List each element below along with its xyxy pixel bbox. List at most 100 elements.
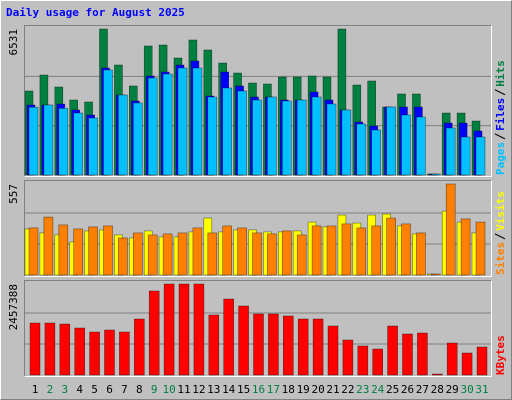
- bar: [430, 173, 441, 176]
- panel-border-light: [24, 180, 492, 277]
- legend-separator: [494, 133, 506, 140]
- bar: [371, 129, 382, 176]
- bar: [28, 227, 39, 276]
- x-tick-label: 16: [252, 383, 265, 396]
- bar: [356, 123, 367, 176]
- bar: [445, 127, 456, 176]
- legend-label: Pages: [494, 142, 507, 175]
- legend-separator: [494, 233, 506, 240]
- bar: [282, 315, 294, 376]
- bar: [43, 104, 54, 176]
- bar: [223, 298, 234, 376]
- bar: [29, 322, 41, 376]
- x-tick-label: 3: [61, 383, 68, 396]
- x-tick-label: 30: [460, 383, 473, 396]
- bar: [475, 221, 486, 276]
- bar: [103, 69, 113, 176]
- bar: [460, 218, 471, 276]
- chart-title: Daily usage for August 2025: [6, 6, 185, 19]
- bar: [401, 114, 411, 176]
- bar: [371, 225, 382, 276]
- bar: [44, 322, 56, 376]
- x-tick-label: 19: [297, 383, 310, 396]
- max-label: 2457388: [7, 284, 20, 330]
- bar: [267, 96, 277, 176]
- x-tick-label: 28: [431, 383, 444, 396]
- bar: [134, 318, 145, 376]
- bar: [402, 333, 413, 376]
- x-tick-label: 22: [341, 383, 354, 396]
- bar: [88, 226, 98, 276]
- x-tick-label: 5: [91, 383, 98, 396]
- x-tick-label: 25: [386, 383, 399, 396]
- x-tick-label: 17: [267, 383, 280, 396]
- x-tick-label: 2: [47, 383, 54, 396]
- bar: [431, 373, 443, 376]
- max-label: 6531: [7, 29, 20, 56]
- bar: [118, 237, 128, 276]
- bar: [192, 67, 203, 176]
- bar: [178, 283, 190, 376]
- legend-label: Visits: [494, 191, 507, 231]
- bar: [133, 232, 143, 276]
- bar: [147, 234, 158, 276]
- bar: [222, 225, 232, 276]
- legend: Sites Visits: [494, 191, 507, 275]
- bar: [341, 109, 352, 176]
- bar: [268, 313, 279, 376]
- bar: [192, 227, 203, 276]
- legend-label: Files: [494, 98, 507, 131]
- x-tick-label: 7: [121, 383, 128, 396]
- bar: [119, 331, 130, 376]
- bar: [327, 325, 339, 376]
- bar: [162, 73, 173, 176]
- x-tick-label: 13: [207, 383, 220, 396]
- x-tick-label: 14: [222, 383, 236, 396]
- bar: [74, 327, 85, 376]
- x-tick-label: 8: [136, 383, 143, 396]
- legend-label: Sites: [494, 242, 507, 275]
- bar: [238, 305, 249, 376]
- bar: [253, 313, 264, 376]
- legend-label: Hits: [494, 60, 507, 87]
- bar: [417, 332, 428, 376]
- bar: [416, 232, 426, 276]
- bar: [88, 117, 98, 176]
- bar: [297, 318, 309, 376]
- bar: [416, 116, 426, 176]
- bar: [237, 227, 247, 276]
- bar: [133, 102, 143, 176]
- bar: [162, 233, 173, 276]
- bar: [73, 112, 83, 176]
- panel-border-dark: [24, 180, 492, 277]
- bar: [461, 352, 473, 376]
- bar: [177, 232, 188, 276]
- bar: [163, 283, 175, 376]
- max-label: 557: [7, 184, 20, 204]
- bar: [73, 228, 83, 276]
- bar: [342, 339, 354, 376]
- legend: KBytes: [494, 335, 507, 375]
- x-tick-label: 11: [177, 383, 190, 396]
- bar: [296, 99, 307, 176]
- x-tick-label: 10: [162, 383, 175, 396]
- bar: [311, 96, 322, 176]
- bar: [177, 67, 188, 176]
- x-tick-label: 18: [282, 383, 295, 396]
- bar: [372, 348, 384, 376]
- bar: [104, 329, 115, 376]
- bar: [401, 223, 411, 276]
- bar: [460, 136, 471, 176]
- bar: [147, 77, 158, 176]
- bar: [446, 342, 458, 376]
- bar: [326, 103, 337, 176]
- bar: [207, 96, 218, 176]
- bar: [118, 94, 128, 176]
- bar: [475, 136, 486, 176]
- bar: [476, 346, 488, 376]
- bar: [267, 233, 277, 276]
- bar: [445, 183, 456, 276]
- x-tick-label: 15: [237, 383, 250, 396]
- legend: Pages Files Hits: [494, 60, 507, 175]
